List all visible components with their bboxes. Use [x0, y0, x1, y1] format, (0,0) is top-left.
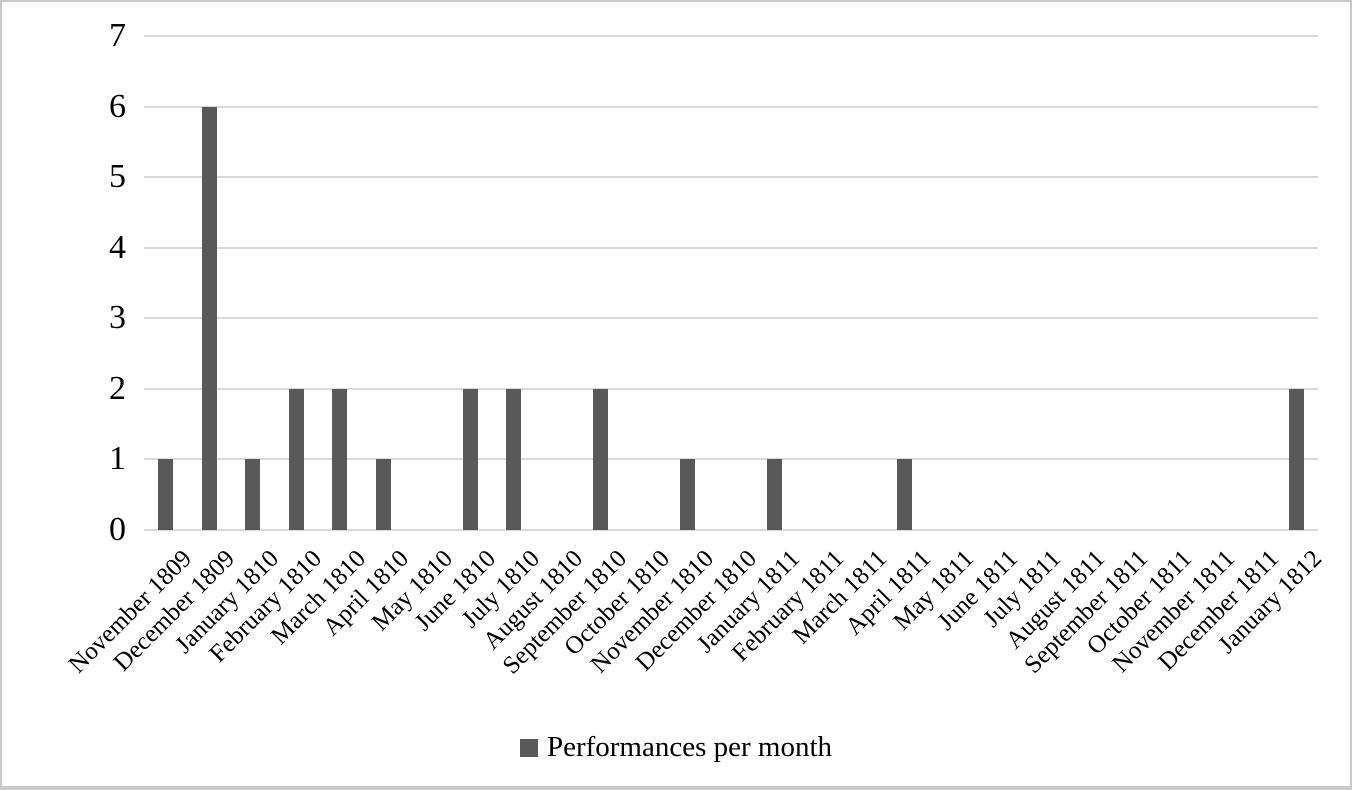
bar	[897, 459, 913, 530]
y-tick-label: 0	[109, 511, 126, 548]
gridline	[144, 458, 1318, 461]
y-tick-label: 2	[109, 369, 126, 407]
gridline	[144, 246, 1318, 249]
gridline	[144, 529, 1318, 531]
bar	[245, 459, 261, 530]
y-tick-label: 6	[109, 87, 126, 125]
legend: Performances per month	[2, 731, 1350, 763]
bar	[766, 459, 782, 530]
y-tick-label: 5	[109, 158, 126, 196]
y-tick-label: 7	[109, 17, 126, 54]
y-tick-label: 4	[109, 228, 126, 266]
gridline	[144, 317, 1318, 320]
y-tick-label: 3	[109, 299, 126, 337]
bar	[462, 388, 478, 530]
bar	[593, 388, 609, 530]
bar	[288, 388, 304, 530]
bar	[332, 388, 348, 530]
bar	[375, 459, 391, 530]
bar	[1288, 388, 1304, 530]
legend-marker-square	[519, 739, 538, 757]
bar	[158, 459, 174, 530]
y-tick-label: 1	[109, 440, 126, 478]
legend-series-label: Performances per month	[546, 731, 833, 763]
bar	[201, 106, 217, 530]
bar	[506, 388, 522, 530]
gridline	[144, 176, 1318, 179]
gridline	[144, 105, 1318, 108]
gridline	[144, 387, 1318, 390]
gridline	[144, 35, 1318, 37]
bar	[680, 459, 696, 530]
